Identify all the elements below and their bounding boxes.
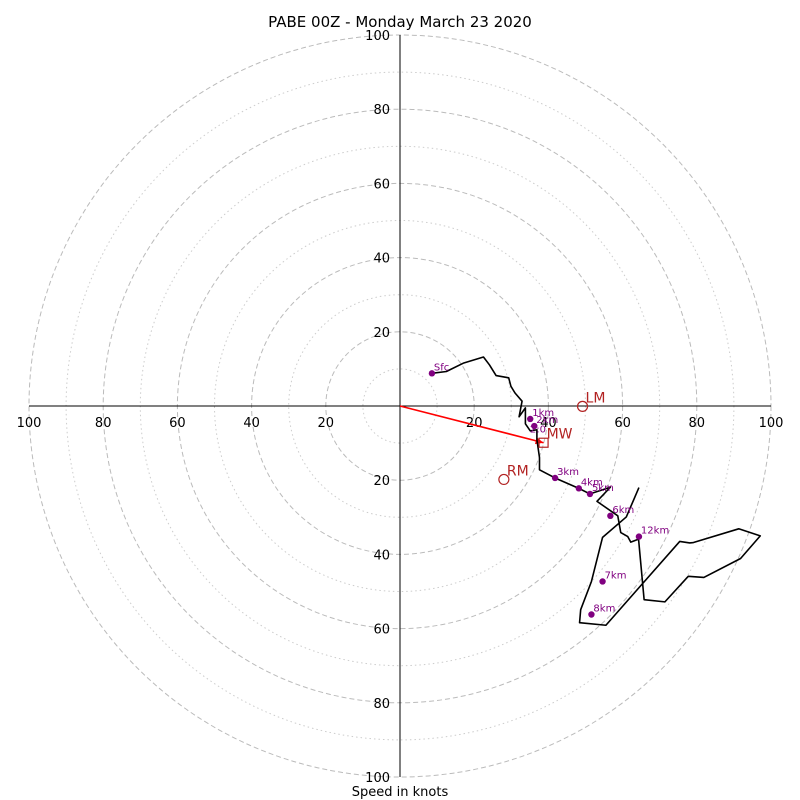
- hodograph-line: [431, 356, 762, 627]
- tick-label-up-60: 60: [373, 177, 390, 192]
- tick-label-down-100: 100: [365, 771, 390, 786]
- height-marker-label-6km: 6km: [612, 505, 634, 516]
- height-marker-label-7km: 7km: [605, 570, 627, 581]
- tick-label-right-60: 60: [614, 416, 631, 431]
- height-marker-5km: [586, 490, 594, 498]
- height-marker-3km: [551, 474, 559, 482]
- height-marker-12km: [635, 533, 643, 540]
- overlap-annotation: 2:0: [530, 425, 546, 436]
- chart-title: PABE 00Z - Monday March 23 2020: [268, 13, 532, 31]
- tick-label-up-40: 40: [373, 252, 390, 267]
- tick-label-left-20: 20: [318, 416, 335, 431]
- tick-label-right-100: 100: [759, 416, 784, 431]
- tick-label-right-40: 40: [540, 416, 557, 431]
- tick-labels: 20 40 60 80 100 20 40 60 80 100 20 40 60 80 100 20 40 60 8…: [17, 29, 784, 786]
- mean-wind-vector: [399, 405, 544, 444]
- tick-label-down-80: 80: [373, 697, 390, 712]
- tick-label-down-40: 40: [373, 548, 390, 563]
- height-marker-1km: [527, 415, 534, 423]
- tick-label-up-80: 80: [373, 103, 390, 118]
- tick-label-down-20: 20: [373, 474, 390, 489]
- tick-label-left-100: 100: [17, 416, 42, 431]
- tick-label-up-20: 20: [373, 326, 390, 341]
- tick-label-right-80: 80: [689, 416, 706, 431]
- height-marker-label-sfc: Sfc: [434, 362, 449, 373]
- height-marker-label-5km: 5km: [592, 483, 614, 494]
- storm-motion-marker-lm: [576, 400, 589, 412]
- height-marker-label-2km: 2km: [536, 415, 558, 426]
- height-marker-2km: [531, 422, 538, 430]
- height-marker-label-3km: 3km: [557, 467, 579, 478]
- height-marker-8km: [588, 611, 595, 618]
- tick-label-up-100: 100: [365, 29, 390, 44]
- storm-motion-label-mw: MW: [547, 427, 573, 443]
- storm-motion-marker-rm: [498, 473, 510, 486]
- height-marker-label-4km: 4km: [581, 477, 603, 488]
- tick-label-left-60: 60: [169, 416, 186, 431]
- storm-motion-markers: LM MW RM: [498, 390, 606, 486]
- height-marker-label-8km: 8km: [593, 604, 615, 615]
- tick-label-right-20: 20: [466, 416, 483, 431]
- height-marker-4km: [575, 485, 583, 492]
- tick-label-left-80: 80: [95, 416, 112, 431]
- hodograph-trace: [431, 356, 762, 627]
- storm-motion-marker-mw: [538, 437, 549, 448]
- storm-motion-label-rm: RM: [507, 463, 529, 479]
- tick-label-left-40: 40: [243, 416, 260, 431]
- storm-motion-label-lm: LM: [586, 390, 606, 406]
- tick-label-down-60: 60: [373, 623, 390, 638]
- x-axis-label: Speed in knots: [352, 785, 449, 800]
- height-marker-label-12km: 12km: [641, 526, 669, 537]
- height-marker-sfc: [428, 370, 436, 377]
- height-marker-6km: [607, 512, 614, 520]
- height-marker-label-1km: 1km: [532, 408, 554, 419]
- height-marker-7km: [599, 578, 606, 585]
